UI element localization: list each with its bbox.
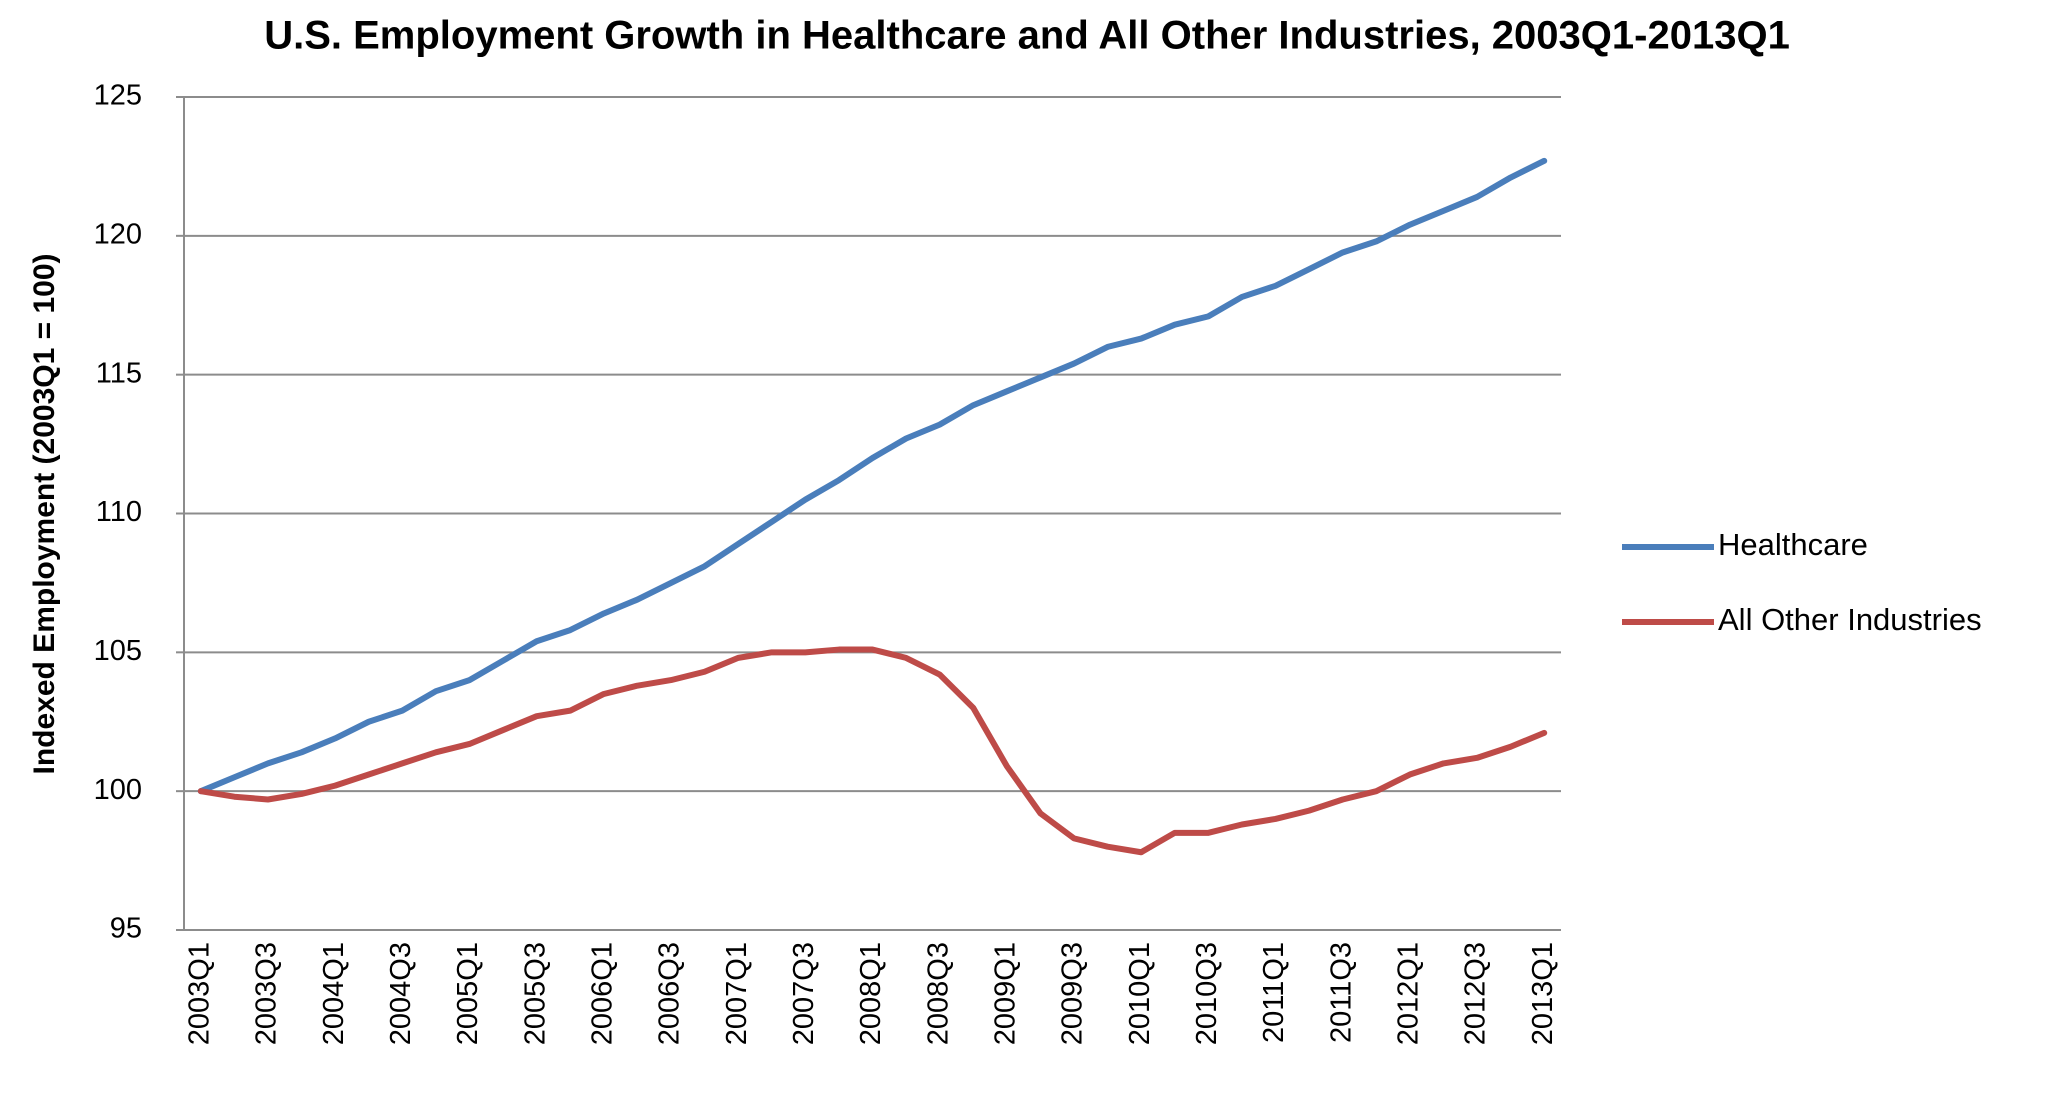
x-tick-label: 2009Q1 [989,942,1021,1045]
x-tick-label: 2003Q1 [183,942,215,1045]
x-tick-label: 2011Q3 [1325,942,1357,1043]
series-line [197,157,1548,795]
y-tick-label: 110 [96,496,142,528]
series-line [197,646,1548,856]
x-tick-label: 2004Q1 [318,942,350,1045]
y-tick-label: 95 [110,913,142,945]
x-tick-label: 2005Q1 [452,942,484,1045]
x-tick-label: 2008Q3 [922,942,954,1045]
legend-label: Healthcare [1718,527,1868,562]
x-tick-label: 2006Q1 [586,942,618,1045]
y-tick-label: 115 [96,357,142,389]
x-tick-label: 2004Q3 [385,942,417,1045]
x-tick-label: 2013Q1 [1527,942,1559,1045]
y-axis-title: Indexed Employment (2003Q1 = 100) [28,253,61,774]
y-tick-label: 125 [94,80,142,112]
y-tick-label: 100 [94,774,142,806]
legend-label: All Other Industries [1718,602,1982,637]
x-tick-label: 2012Q1 [1393,942,1425,1045]
x-tick-label: 2010Q1 [1124,942,1156,1045]
x-tick-label: 2010Q3 [1191,942,1223,1045]
x-tick-label: 2007Q1 [721,942,753,1045]
x-tick-label: 2003Q3 [251,942,283,1045]
chart-title: U.S. Employment Growth in Healthcare and… [264,14,1790,58]
x-tick-label: 2005Q3 [519,942,551,1045]
x-tick-label: 2007Q3 [788,942,820,1045]
x-tick-label: 2009Q3 [1057,942,1089,1045]
x-tick-label: 2012Q3 [1460,942,1492,1045]
x-tick-label: 2006Q3 [654,942,686,1045]
x-tick-label: 2008Q1 [855,942,887,1045]
x-tick-label: 2011Q1 [1258,942,1290,1043]
y-tick-label: 120 [94,218,142,250]
y-tick-label: 105 [94,635,142,667]
